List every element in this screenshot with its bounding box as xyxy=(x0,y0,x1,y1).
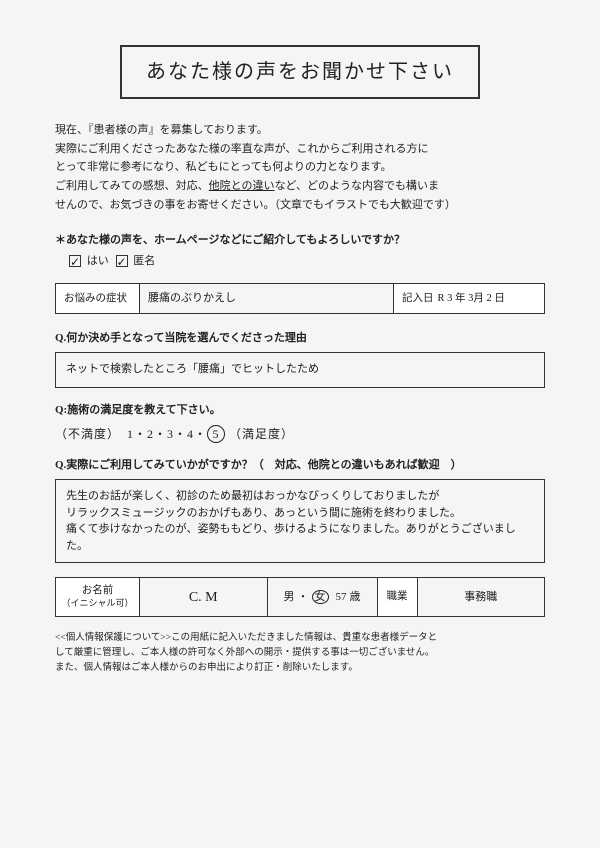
job-value[interactable]: 事務職 xyxy=(418,578,545,615)
footer-line: また、個人情報はご本人様からのお申出により訂正・削除いたします。 xyxy=(55,661,545,676)
age-value[interactable]: 57 xyxy=(336,589,347,606)
impression-section: Q.実際にご利用してみていかがですか？（ 対応、他院との違いもあれば歓迎 ） 先… xyxy=(55,457,545,564)
name-row: お名前 （イニシャル可） C. M 男 ・ 女 57 歳 職業 事務職 xyxy=(55,577,545,616)
intro-line: 現在、『患者様の声』を募集しております。 xyxy=(55,121,545,140)
checkbox-anon-label: 匿名 xyxy=(133,255,155,267)
form-title: あなた様の声をお聞かせ下さい xyxy=(146,61,454,83)
impression-line: リラックスミュージックのおかげもあり、あっという間に施術を終わりました。 xyxy=(66,505,534,522)
intro-line: 実際にご利用くださったあなた様の率直な声が、これからご利用される方に xyxy=(55,140,545,159)
privacy-footer: <<個人情報保護について>>この用紙に記入いただきました情報は、貴重な患者様デー… xyxy=(55,631,545,677)
permission-question: ＊あなた様の声を、ホームページなどにご紹介してもよろしいですか？ xyxy=(55,232,545,249)
checkbox-yes[interactable] xyxy=(69,255,81,267)
intro-line: とって非常に参考になり、私どもにとっても何よりの力となります。 xyxy=(55,158,545,177)
underlined-phrase: 他院との違い xyxy=(209,180,275,192)
name-value[interactable]: C. M xyxy=(140,578,268,615)
satisfaction-scale: （不満度） 1・2・3・4・5 （満足度） xyxy=(55,425,545,443)
entry-date-label: 記入日 xyxy=(402,291,434,307)
permission-section: ＊あなた様の声を、ホームページなどにご紹介してもよろしいですか？ はい 匿名 xyxy=(55,232,545,269)
footer-line: <<個人情報保護について>>この用紙に記入いただきました情報は、貴重な患者様デー… xyxy=(55,631,545,646)
name-sublabel: （イニシャル可） xyxy=(62,598,134,610)
reason-question: Q.何か決め手となって当院を選んでくださった理由 xyxy=(55,330,545,347)
entry-date-cell: 記入日 R 3 年 3月 2 日 xyxy=(394,284,544,313)
symptom-label: お悩みの症状 xyxy=(56,284,140,313)
intro-line: せんので、お気づきの事をお寄せください。（文章でもイラストでも大歓迎です） xyxy=(55,196,545,215)
checkbox-anon[interactable] xyxy=(116,255,128,267)
form-title-box: あなた様の声をお聞かせ下さい xyxy=(120,45,480,99)
name-label: お名前 xyxy=(82,584,114,598)
gender-female-selected[interactable]: 女 xyxy=(312,590,329,604)
symptom-value[interactable]: 腰痛のぶりかえし xyxy=(140,284,394,313)
impression-answer[interactable]: 先生のお話が楽しく、初診のため最初はおっかなびっくりしておりましたが リラックス… xyxy=(55,479,545,563)
job-label: 職業 xyxy=(378,578,418,615)
satisfaction-question: Q:施術の満足度を教えて下さい。 xyxy=(55,402,545,419)
symptom-row: お悩みの症状 腰痛のぶりかえし 記入日 R 3 年 3月 2 日 xyxy=(55,283,545,314)
scale-right: （満足度） xyxy=(229,427,294,441)
reason-section: Q.何か決め手となって当院を選んでくださった理由 ネットで検索したところ「腰痛」… xyxy=(55,330,545,389)
satisfaction-section: Q:施術の満足度を教えて下さい。 （不満度） 1・2・3・4・5 （満足度） xyxy=(55,402,545,443)
gender-male[interactable]: 男 xyxy=(284,589,295,606)
scale-selected[interactable]: 5 xyxy=(207,425,225,443)
intro-line: ご利用してみての感想、対応、他院との違いなど、どのような内容でも構いま xyxy=(55,177,545,196)
scale-left: （不満度） 1・2・3・4・ xyxy=(55,427,207,441)
entry-date-value[interactable]: R 3 年 3月 2 日 xyxy=(438,291,505,307)
impression-line: 痛くて歩けなかったのが、姿勢ももどり、歩けるようになりました。ありがとうございま… xyxy=(66,521,534,554)
intro-text: 現在、『患者様の声』を募集しております。 実際にご利用くださったあなた様の率直な… xyxy=(55,121,545,214)
footer-line: して厳重に管理し、ご本人様の許可なく外部への開示・提供する事は一切ございません。 xyxy=(55,646,545,661)
gender-age-cell: 男 ・ 女 57 歳 xyxy=(268,578,378,615)
name-label-cell: お名前 （イニシャル可） xyxy=(56,578,140,615)
reason-answer[interactable]: ネットで検索したところ「腰痛」でヒットしたため xyxy=(55,352,545,388)
checkbox-yes-label: はい xyxy=(87,255,109,267)
impression-line: 先生のお話が楽しく、初診のため最初はおっかなびっくりしておりましたが xyxy=(66,488,534,505)
impression-question: Q.実際にご利用してみていかがですか？（ 対応、他院との違いもあれば歓迎 ） xyxy=(55,457,545,474)
age-unit: 歳 xyxy=(350,589,361,606)
permission-checks: はい 匿名 xyxy=(55,253,545,270)
